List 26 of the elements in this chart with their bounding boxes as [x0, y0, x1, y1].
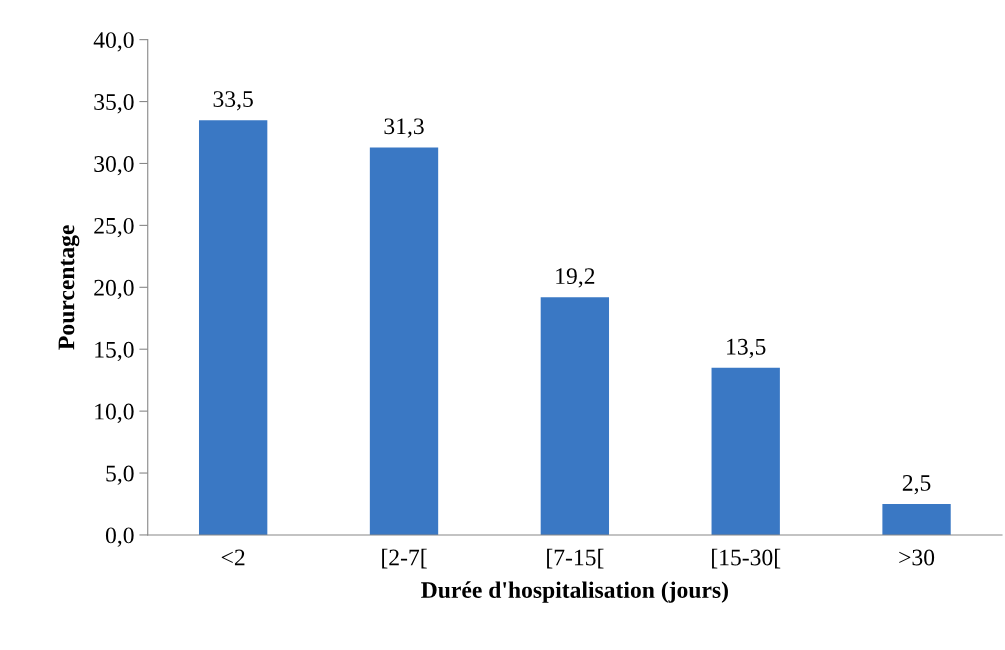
- y-tick-label: 10,0: [95, 403, 134, 423]
- x-axis-title: Durée d'hospitalisation (jours): [421, 581, 728, 603]
- data-label: 13,5: [727, 338, 766, 359]
- y-tick-label: 30,0: [94, 155, 134, 176]
- x-tick-label: >30: [899, 549, 935, 566]
- bar: [369, 147, 439, 535]
- data-label: 33,5: [213, 91, 253, 111]
- bar: [882, 503, 951, 535]
- y-tick-label: 0,0: [105, 527, 134, 547]
- x-tick-label: [2-7[: [382, 548, 427, 569]
- bar: [711, 367, 780, 535]
- y-tick-label: 20,0: [94, 279, 134, 300]
- y-tick-label: 5,0: [106, 465, 134, 485]
- x-tick-label: <2: [221, 549, 245, 566]
- data-label: 2,5: [902, 475, 931, 495]
- bar: [198, 120, 268, 535]
- data-label: 19,2: [556, 268, 595, 288]
- y-tick-label: 25,0: [94, 217, 134, 238]
- x-tick-label: [7-15[: [547, 548, 604, 569]
- y-tick-label: 40,0: [93, 32, 134, 52]
- data-label: 31,3: [384, 118, 424, 138]
- y-axis-title: Pourcentage: [58, 225, 80, 350]
- x-tick-label: [15-30[: [712, 548, 781, 569]
- bar: [540, 297, 610, 535]
- y-tick-label: 15,0: [95, 341, 134, 362]
- y-tick-label: 35,0: [94, 94, 134, 114]
